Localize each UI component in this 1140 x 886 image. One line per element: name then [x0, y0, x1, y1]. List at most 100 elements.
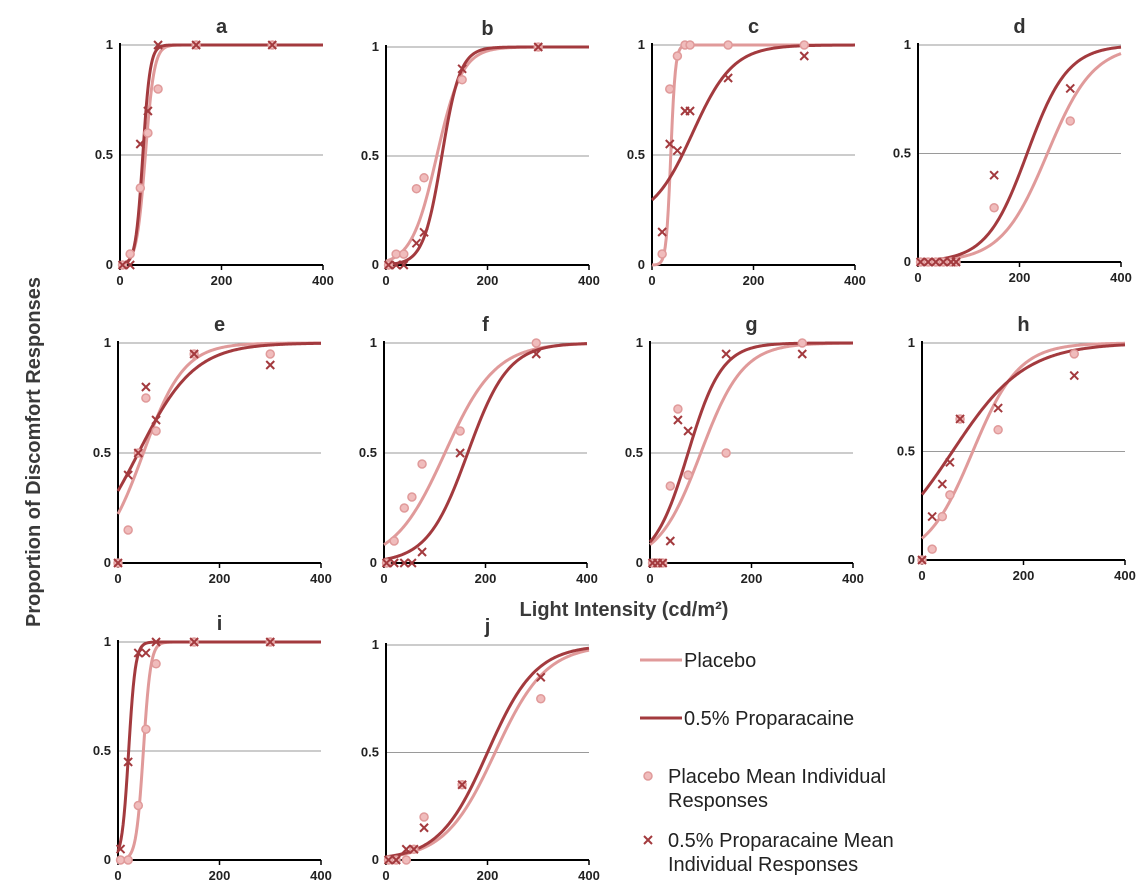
- legend: Placebo 0.5% Proparacaine Placebo Mean Ind…: [640, 650, 894, 876]
- placebo-point: [151, 659, 161, 669]
- placebo-point: [993, 425, 1003, 435]
- proparacaine-point: [151, 415, 161, 425]
- panel-title: i: [217, 613, 223, 635]
- proparacaine-point: [938, 257, 949, 267]
- x-tick-label: 0: [648, 273, 655, 288]
- y-tick-label: 1: [636, 335, 643, 350]
- fit-curve-placebo: [116, 341, 322, 515]
- y-tick-label: 1: [372, 39, 379, 54]
- y-tick-label: 0: [636, 555, 643, 570]
- proparacaine-point: [797, 349, 807, 359]
- proparacaine-point: [1065, 83, 1075, 94]
- proparacaine-point: [115, 844, 126, 854]
- placebo-point: [143, 128, 153, 138]
- proparacaine-point: [723, 73, 733, 83]
- fit-curve-placebo: [649, 341, 854, 546]
- panel-c: 0 200 400 0 0.5 1 c: [627, 16, 866, 288]
- panel-title: j: [484, 616, 491, 638]
- placebo-point: [937, 511, 948, 522]
- proparacaine-point: [143, 106, 153, 116]
- legend-item: Placebo: [640, 650, 756, 672]
- x-tick-label: 0: [116, 273, 123, 288]
- proparacaine-point: [153, 40, 163, 50]
- placebo-point: [531, 338, 541, 348]
- legend-label: 0.5% Proparacaine: [684, 708, 854, 730]
- legend-label: Placebo: [684, 650, 756, 672]
- placebo-point: [927, 544, 937, 554]
- proparacaine-point: [657, 558, 668, 568]
- fit-curve-proparacaine: [116, 341, 322, 492]
- placebo-point: [399, 503, 410, 513]
- x-tick-label: 0: [382, 273, 389, 288]
- placebo-point: [685, 40, 695, 50]
- proparacaine-point: [189, 349, 199, 359]
- proparacaine-point: [457, 780, 467, 790]
- placebo-point: [411, 183, 422, 194]
- proparacaine-point: [799, 51, 809, 61]
- x-tick-label: 200: [477, 273, 499, 288]
- proparacaine-point: [383, 855, 394, 865]
- proparacaine-point: [265, 360, 275, 370]
- placebo-point: [115, 855, 126, 865]
- y-tick-label: 0.5: [93, 445, 111, 460]
- y-tick-label: 1: [904, 37, 911, 52]
- proparacaine-point: [685, 106, 695, 116]
- x-tick-label: 200: [477, 868, 499, 883]
- placebo-point: [657, 249, 667, 259]
- x-tick-label: 200: [1009, 270, 1031, 285]
- x-tick-label: 0: [914, 270, 921, 285]
- proparacaine-point: [399, 558, 410, 568]
- placebo-point: [721, 448, 731, 458]
- placebo-point: [141, 393, 151, 403]
- panel-title: c: [748, 16, 759, 38]
- placebo-point: [1069, 349, 1079, 359]
- legend-swatch-cross: [643, 835, 653, 845]
- proparacaine-point: [399, 260, 409, 270]
- proparacaine-point: [419, 823, 429, 833]
- panel-f: 0 200 400 0 0.5 1 f: [359, 314, 598, 586]
- y-tick-label: 0.5: [627, 147, 645, 162]
- fit-curve-proparacaine: [383, 342, 588, 561]
- y-tick-label: 0.5: [625, 445, 643, 460]
- x-tick-label: 400: [1110, 270, 1132, 285]
- y-tick-label: 0: [372, 852, 379, 867]
- y-tick-label: 0.5: [95, 147, 113, 162]
- panel-title: d: [1013, 16, 1025, 38]
- placebo-point: [723, 40, 733, 50]
- fit-curve-proparacaine: [917, 45, 1122, 263]
- fit-curve-proparacaine: [119, 43, 323, 267]
- fit-curve-proparacaine: [116, 640, 321, 852]
- proparacaine-point: [531, 349, 541, 359]
- shared-y-axis-label: Proportion of Discomfort Responses: [23, 277, 45, 627]
- proparacaine-point: [455, 448, 465, 458]
- proparacaine-point: [536, 672, 546, 682]
- placebo-point: [672, 51, 683, 61]
- shared-x-axis-label: Light Intensity (cd/m²): [520, 599, 729, 621]
- placebo-point: [419, 173, 429, 183]
- placebo-point: [797, 338, 807, 348]
- proparacaine-point: [945, 457, 955, 468]
- legend-item: 0.5% Proparacaine Mean Individual Respons…: [643, 830, 894, 876]
- x-tick-label: 400: [844, 273, 866, 288]
- proparacaine-point: [927, 511, 937, 522]
- proparacaine-point: [191, 40, 201, 50]
- y-tick-label: 0: [372, 257, 379, 272]
- y-tick-label: 0.5: [361, 148, 379, 163]
- y-tick-label: 0: [104, 555, 111, 570]
- y-tick-label: 1: [908, 335, 915, 350]
- fit-curve-placebo: [385, 648, 590, 859]
- y-tick-label: 0: [904, 254, 911, 269]
- y-tick-label: 0: [370, 555, 377, 570]
- placebo-point: [1065, 116, 1075, 126]
- proparacaine-point: [189, 637, 199, 647]
- proparacaine-point: [657, 227, 667, 237]
- fit-curve-placebo: [921, 341, 1126, 540]
- proparacaine-point: [419, 227, 429, 238]
- proparacaine-point: [391, 855, 401, 865]
- proparacaine-point: [391, 260, 401, 270]
- proparacaine-point: [917, 555, 927, 565]
- proparacaine-point: [1069, 370, 1079, 381]
- proparacaine-point: [113, 558, 123, 568]
- y-tick-label: 1: [104, 335, 111, 350]
- x-tick-label: 400: [842, 571, 864, 586]
